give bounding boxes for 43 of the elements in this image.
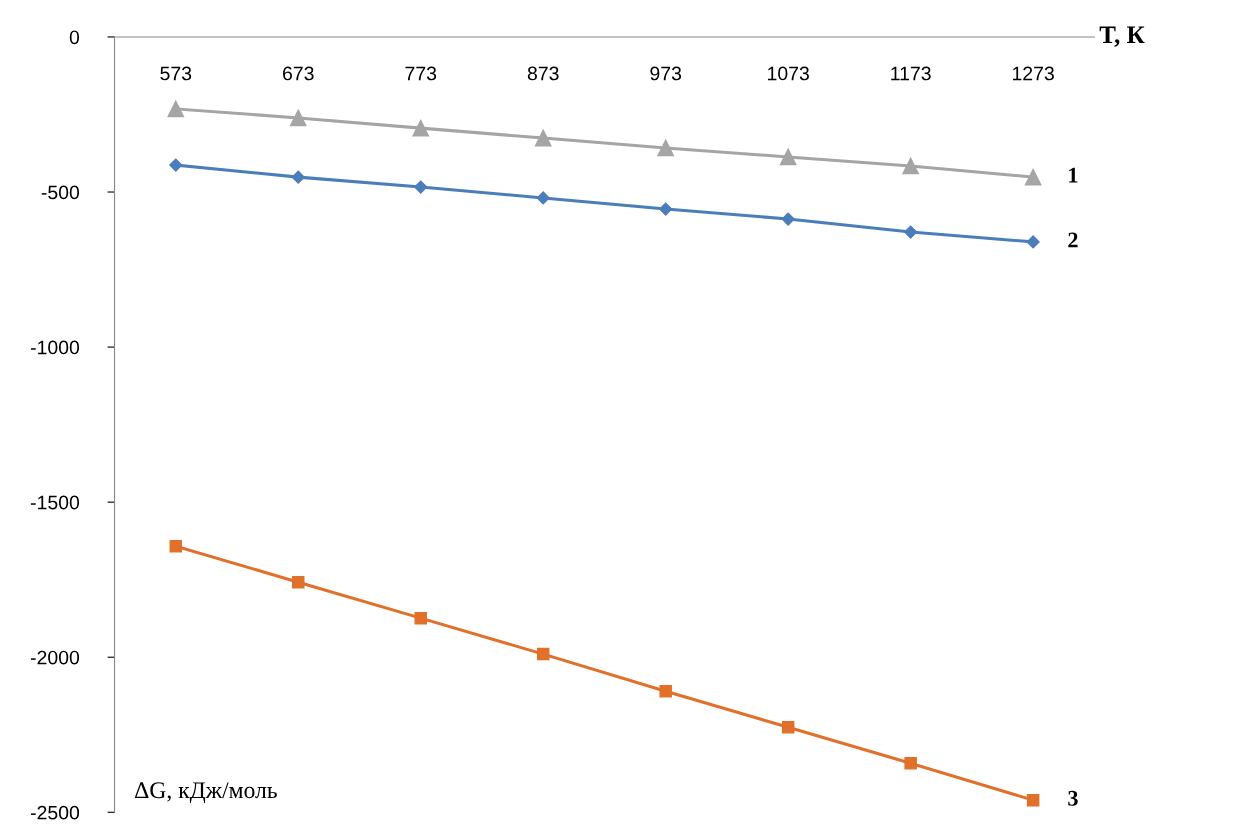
point: [659, 202, 673, 216]
x-tick-label: 673: [283, 66, 314, 81]
x-tick-label: 1273: [1012, 66, 1054, 81]
point: [414, 611, 427, 625]
x-tick-label: 1073: [768, 66, 809, 81]
y-tick-label: -1500: [30, 495, 80, 510]
x-tick-label: 1173: [891, 66, 931, 81]
point: [779, 148, 797, 166]
x-tick-label: 873: [527, 66, 559, 81]
point: [904, 757, 917, 770]
y-tick-label: -2500: [30, 805, 80, 820]
point: [902, 157, 919, 175]
point: [291, 170, 305, 184]
x-axis-title: T, К: [1099, 26, 1145, 47]
point: [781, 212, 795, 226]
point: [167, 100, 185, 118]
y-tick-label: -2000: [30, 650, 80, 665]
point: [412, 119, 430, 137]
x-tick-label: 973: [650, 66, 682, 81]
point: [1026, 793, 1040, 807]
y-tick-label: 0: [69, 30, 80, 45]
point: [659, 685, 672, 698]
y-tick-label: -1000: [30, 340, 80, 355]
point: [169, 158, 183, 172]
point: [1024, 168, 1042, 186]
point: [657, 139, 675, 157]
point: [781, 721, 795, 734]
point: [534, 129, 552, 147]
point: [1026, 235, 1040, 249]
point: [536, 647, 550, 661]
y-tick-label: -500: [41, 185, 80, 200]
series-label: 3: [1068, 790, 1078, 806]
point: [536, 191, 550, 205]
point: [904, 225, 918, 239]
series-label: 1: [1069, 167, 1078, 183]
y-axis-title: ΔG, кДж/моль: [135, 782, 277, 803]
x-tick-label: 573: [160, 66, 192, 81]
series-label: 2: [1068, 232, 1078, 248]
point: [169, 539, 183, 553]
point: [289, 109, 307, 127]
x-tick-label: 773: [405, 66, 437, 81]
point: [292, 575, 305, 589]
point: [414, 180, 428, 194]
